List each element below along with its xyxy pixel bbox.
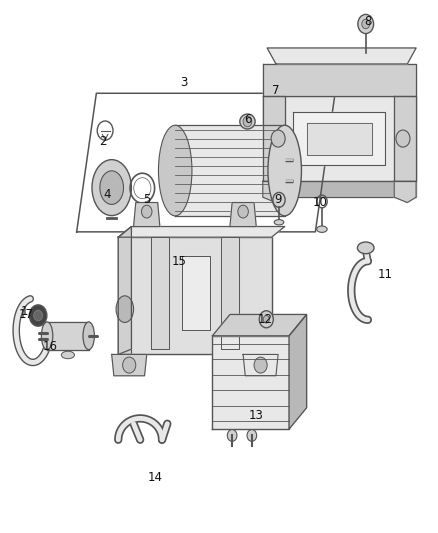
Circle shape	[271, 130, 285, 147]
Polygon shape	[212, 314, 307, 336]
Polygon shape	[394, 181, 416, 203]
Polygon shape	[263, 181, 416, 197]
Ellipse shape	[317, 226, 327, 232]
Text: 2: 2	[99, 135, 107, 148]
Ellipse shape	[61, 351, 74, 359]
Text: 16: 16	[43, 340, 58, 353]
Circle shape	[358, 14, 374, 34]
Circle shape	[123, 357, 136, 373]
Circle shape	[254, 357, 267, 373]
Text: 13: 13	[249, 409, 264, 422]
Text: 10: 10	[312, 196, 327, 209]
Text: 14: 14	[148, 471, 163, 483]
Polygon shape	[182, 256, 210, 330]
Polygon shape	[263, 96, 285, 181]
Circle shape	[29, 305, 47, 326]
Text: 17: 17	[19, 308, 34, 321]
Polygon shape	[289, 314, 307, 429]
Text: 12: 12	[258, 313, 272, 326]
Polygon shape	[134, 203, 160, 227]
Ellipse shape	[274, 220, 284, 225]
Polygon shape	[263, 181, 285, 203]
Circle shape	[396, 130, 410, 147]
Polygon shape	[221, 237, 239, 349]
Circle shape	[243, 116, 252, 127]
Polygon shape	[307, 123, 372, 155]
Polygon shape	[112, 354, 147, 376]
Text: 7: 7	[272, 84, 280, 97]
Ellipse shape	[92, 160, 131, 215]
Polygon shape	[230, 203, 256, 227]
Text: 4: 4	[103, 188, 111, 201]
Text: 6: 6	[244, 114, 251, 126]
Text: 5: 5	[143, 193, 150, 206]
Text: 8: 8	[364, 15, 371, 28]
Polygon shape	[118, 227, 131, 354]
Circle shape	[34, 310, 42, 321]
Polygon shape	[263, 64, 416, 96]
Polygon shape	[293, 112, 385, 165]
Ellipse shape	[247, 430, 257, 441]
Circle shape	[141, 205, 152, 218]
Text: 3: 3	[180, 76, 187, 89]
Ellipse shape	[227, 430, 237, 441]
Circle shape	[238, 205, 248, 218]
Ellipse shape	[357, 242, 374, 254]
Ellipse shape	[100, 171, 124, 204]
Polygon shape	[243, 354, 278, 376]
Polygon shape	[47, 322, 88, 350]
Text: 11: 11	[378, 268, 393, 281]
Text: 9: 9	[274, 193, 282, 206]
Ellipse shape	[41, 322, 53, 350]
Polygon shape	[118, 309, 131, 354]
Polygon shape	[394, 96, 416, 181]
Polygon shape	[118, 227, 285, 237]
Polygon shape	[263, 96, 416, 181]
Polygon shape	[151, 237, 169, 349]
Ellipse shape	[240, 114, 255, 129]
Circle shape	[263, 316, 269, 323]
Circle shape	[259, 311, 273, 328]
Text: 1: 1	[20, 305, 28, 318]
Polygon shape	[267, 48, 416, 64]
Ellipse shape	[116, 296, 134, 322]
Circle shape	[273, 192, 285, 207]
Ellipse shape	[159, 125, 192, 216]
Polygon shape	[175, 125, 285, 216]
Circle shape	[362, 19, 370, 29]
Ellipse shape	[83, 322, 95, 350]
Ellipse shape	[268, 125, 301, 216]
Polygon shape	[212, 336, 289, 429]
Polygon shape	[77, 93, 335, 232]
Polygon shape	[118, 237, 272, 354]
Text: 15: 15	[172, 255, 187, 268]
